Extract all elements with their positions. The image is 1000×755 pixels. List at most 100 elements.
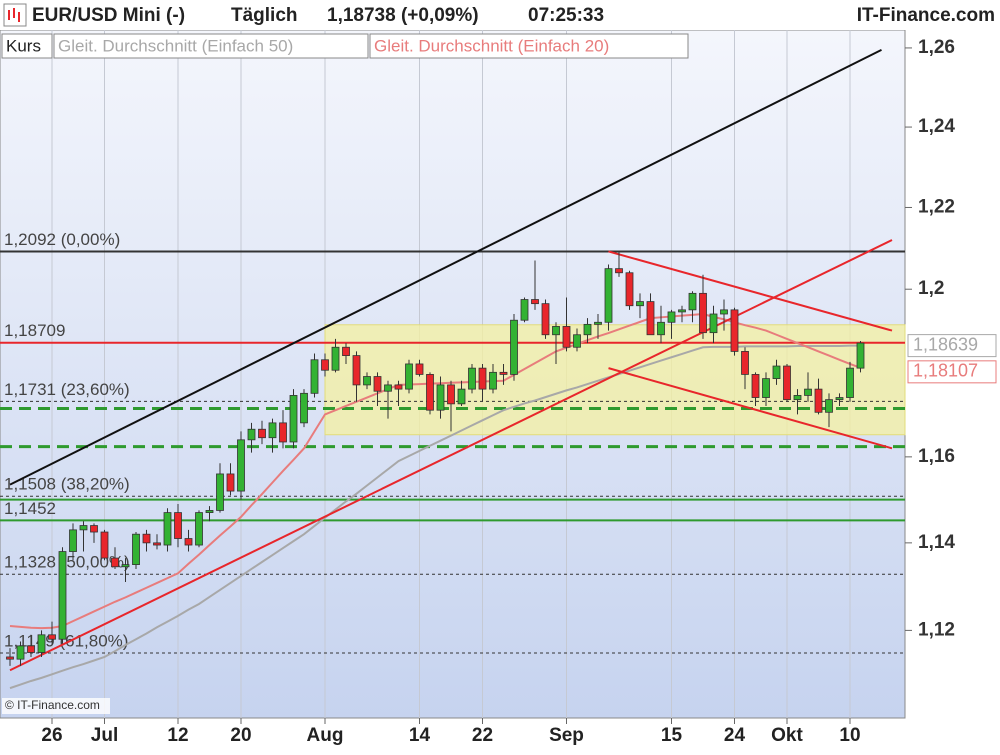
candle-body (163, 512, 172, 546)
price-tag-label: 1,18107 (913, 361, 978, 381)
x-tick-label: 15 (661, 725, 683, 746)
x-tick-label: 10 (839, 725, 860, 746)
x-tick-label: 20 (230, 725, 251, 746)
header-bar (0, 0, 1000, 30)
trendline (608, 367, 893, 450)
legend-entry: Kurs (6, 36, 41, 55)
candle-body (405, 363, 413, 390)
candle-body (6, 656, 14, 660)
candle-body (510, 319, 518, 375)
candle-body (636, 301, 644, 307)
candle-body (132, 533, 140, 565)
candle-body (573, 334, 581, 348)
candle-body (310, 359, 319, 394)
candle-body (415, 363, 424, 375)
candle-body (457, 388, 466, 405)
candle-body (352, 355, 361, 386)
candle-body (300, 392, 308, 424)
candle-body (720, 309, 728, 315)
candle-body (342, 346, 350, 356)
candle-body (436, 384, 445, 411)
moving-average (9, 344, 861, 690)
candle-body (174, 512, 182, 539)
legend-entry: Gleit. Durchschnitt (Einfach 50) (58, 36, 293, 55)
candle-body (58, 551, 67, 640)
candle-body (856, 342, 865, 369)
x-tick-label: 24 (724, 725, 746, 746)
candle-body (258, 428, 266, 439)
y-tick-label: 1,2 (918, 278, 944, 299)
candle-body (394, 384, 403, 390)
price-tag (907, 360, 997, 384)
trendline (608, 250, 893, 332)
candle-body (195, 512, 203, 546)
level-label: 1,1149 (61,80%) (4, 631, 128, 650)
candle-body (772, 365, 781, 380)
candle-body (289, 395, 298, 443)
candle-body (279, 422, 287, 443)
candle-body (793, 395, 802, 401)
time: 07:25:33 (528, 5, 604, 26)
candle-body (142, 533, 151, 544)
candle-body (594, 321, 602, 325)
candle-body (205, 510, 214, 513)
x-tick-label: Jul (91, 725, 118, 746)
moving-average (9, 312, 861, 630)
candle-body (825, 399, 833, 413)
candle-body (247, 428, 256, 441)
candle-body (79, 525, 88, 531)
interval: Täglich (231, 5, 298, 26)
last-price: 1,18738 (+0,09%) (327, 5, 479, 26)
candle-body (783, 365, 791, 401)
candle-body (384, 384, 392, 392)
candle-body (153, 542, 161, 546)
candle-body (583, 323, 592, 336)
candle-body (688, 292, 697, 311)
x-tick-label: Aug (307, 725, 344, 746)
candle-body (489, 371, 497, 390)
candle-body (814, 388, 823, 413)
copyright-box (2, 698, 110, 714)
x-tick-label: Okt (771, 725, 803, 746)
candle-body (709, 313, 718, 334)
candle-body (16, 645, 25, 660)
source: IT-Finance.com (857, 5, 995, 26)
x-tick-label: 26 (41, 725, 62, 746)
candle-body (751, 374, 760, 398)
level-label: 1,1731 (23,60%) (4, 380, 130, 399)
candle-body (331, 346, 340, 371)
candle-body (562, 326, 571, 348)
candle-body (499, 371, 508, 375)
candle-body (447, 384, 455, 405)
y-tick-label: 1,24 (918, 116, 955, 137)
candle-body (625, 272, 634, 307)
candle-body (100, 531, 109, 559)
y-tick-label: 1,16 (918, 446, 955, 467)
candle-body (268, 422, 277, 439)
candle-body (762, 378, 770, 398)
y-tick-label: 1,14 (918, 532, 955, 553)
candle-body (111, 557, 119, 568)
candle-body (657, 321, 665, 336)
legend-box (369, 33, 689, 59)
level-label: 1,2092 (0,00%) (4, 230, 120, 249)
candle-body (426, 374, 434, 411)
candle-body (667, 311, 676, 323)
candle-body (520, 299, 529, 321)
candle-body (678, 309, 686, 313)
candle-body (226, 473, 235, 492)
trendline (9, 49, 882, 486)
level-label: 1,18709 (4, 321, 65, 340)
level-label: 1,1328 (50,00%) (4, 553, 130, 572)
candle-body (552, 326, 560, 336)
legend-box (53, 33, 369, 59)
price-tag-label: 1,18639 (913, 334, 978, 354)
candle-body (48, 634, 56, 640)
candle-body (121, 564, 130, 568)
candle-body (216, 473, 224, 511)
candle-body (699, 292, 707, 334)
candle-body (741, 351, 749, 375)
candle-body (468, 367, 476, 390)
app-icon-glyph (8, 8, 20, 22)
